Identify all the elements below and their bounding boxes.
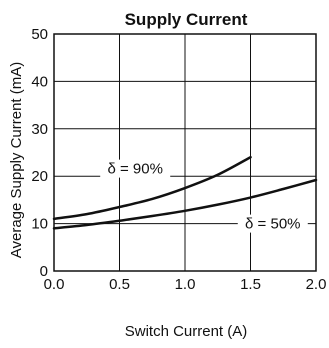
chart-title: Supply Current <box>125 10 248 29</box>
y-tick-label-2: 20 <box>31 168 48 185</box>
annotation-duty-50: δ = 50% <box>245 216 300 233</box>
series-line-0 <box>52 155 252 221</box>
annotation-50-background <box>237 214 308 233</box>
y-tick-label-0: 0 <box>40 263 48 280</box>
x-tick-label-3: 1.5 <box>240 276 261 293</box>
x-tick-label-0: 0.0 <box>44 276 65 293</box>
x-axis-label: Switch Current (A) <box>125 323 248 340</box>
annotation-90-background <box>100 159 171 178</box>
x-tick-label-1: 0.5 <box>109 276 130 293</box>
y-tick-label-4: 40 <box>31 73 48 90</box>
x-tick-label-4: 2.0 <box>306 276 327 293</box>
annotation-duty-90: δ = 90% <box>107 161 162 178</box>
series-layer <box>52 155 318 230</box>
y-tick-label-3: 30 <box>31 121 48 138</box>
series-line-1 <box>52 178 318 230</box>
x-tick-label-2: 1.0 <box>175 276 196 293</box>
y-tick-label-5: 50 <box>31 26 48 43</box>
y-tick-label-1: 10 <box>31 216 48 233</box>
plot-frame <box>53 33 317 272</box>
y-axis-label: Average Supply Current (mA) <box>8 62 25 258</box>
annotation-layer: δ = 90% δ = 50% <box>100 159 308 233</box>
grid-lines <box>53 33 317 272</box>
tick-labels: 0.0 0.5 1.0 1.5 2.0 0 10 20 30 40 50 <box>31 26 326 293</box>
